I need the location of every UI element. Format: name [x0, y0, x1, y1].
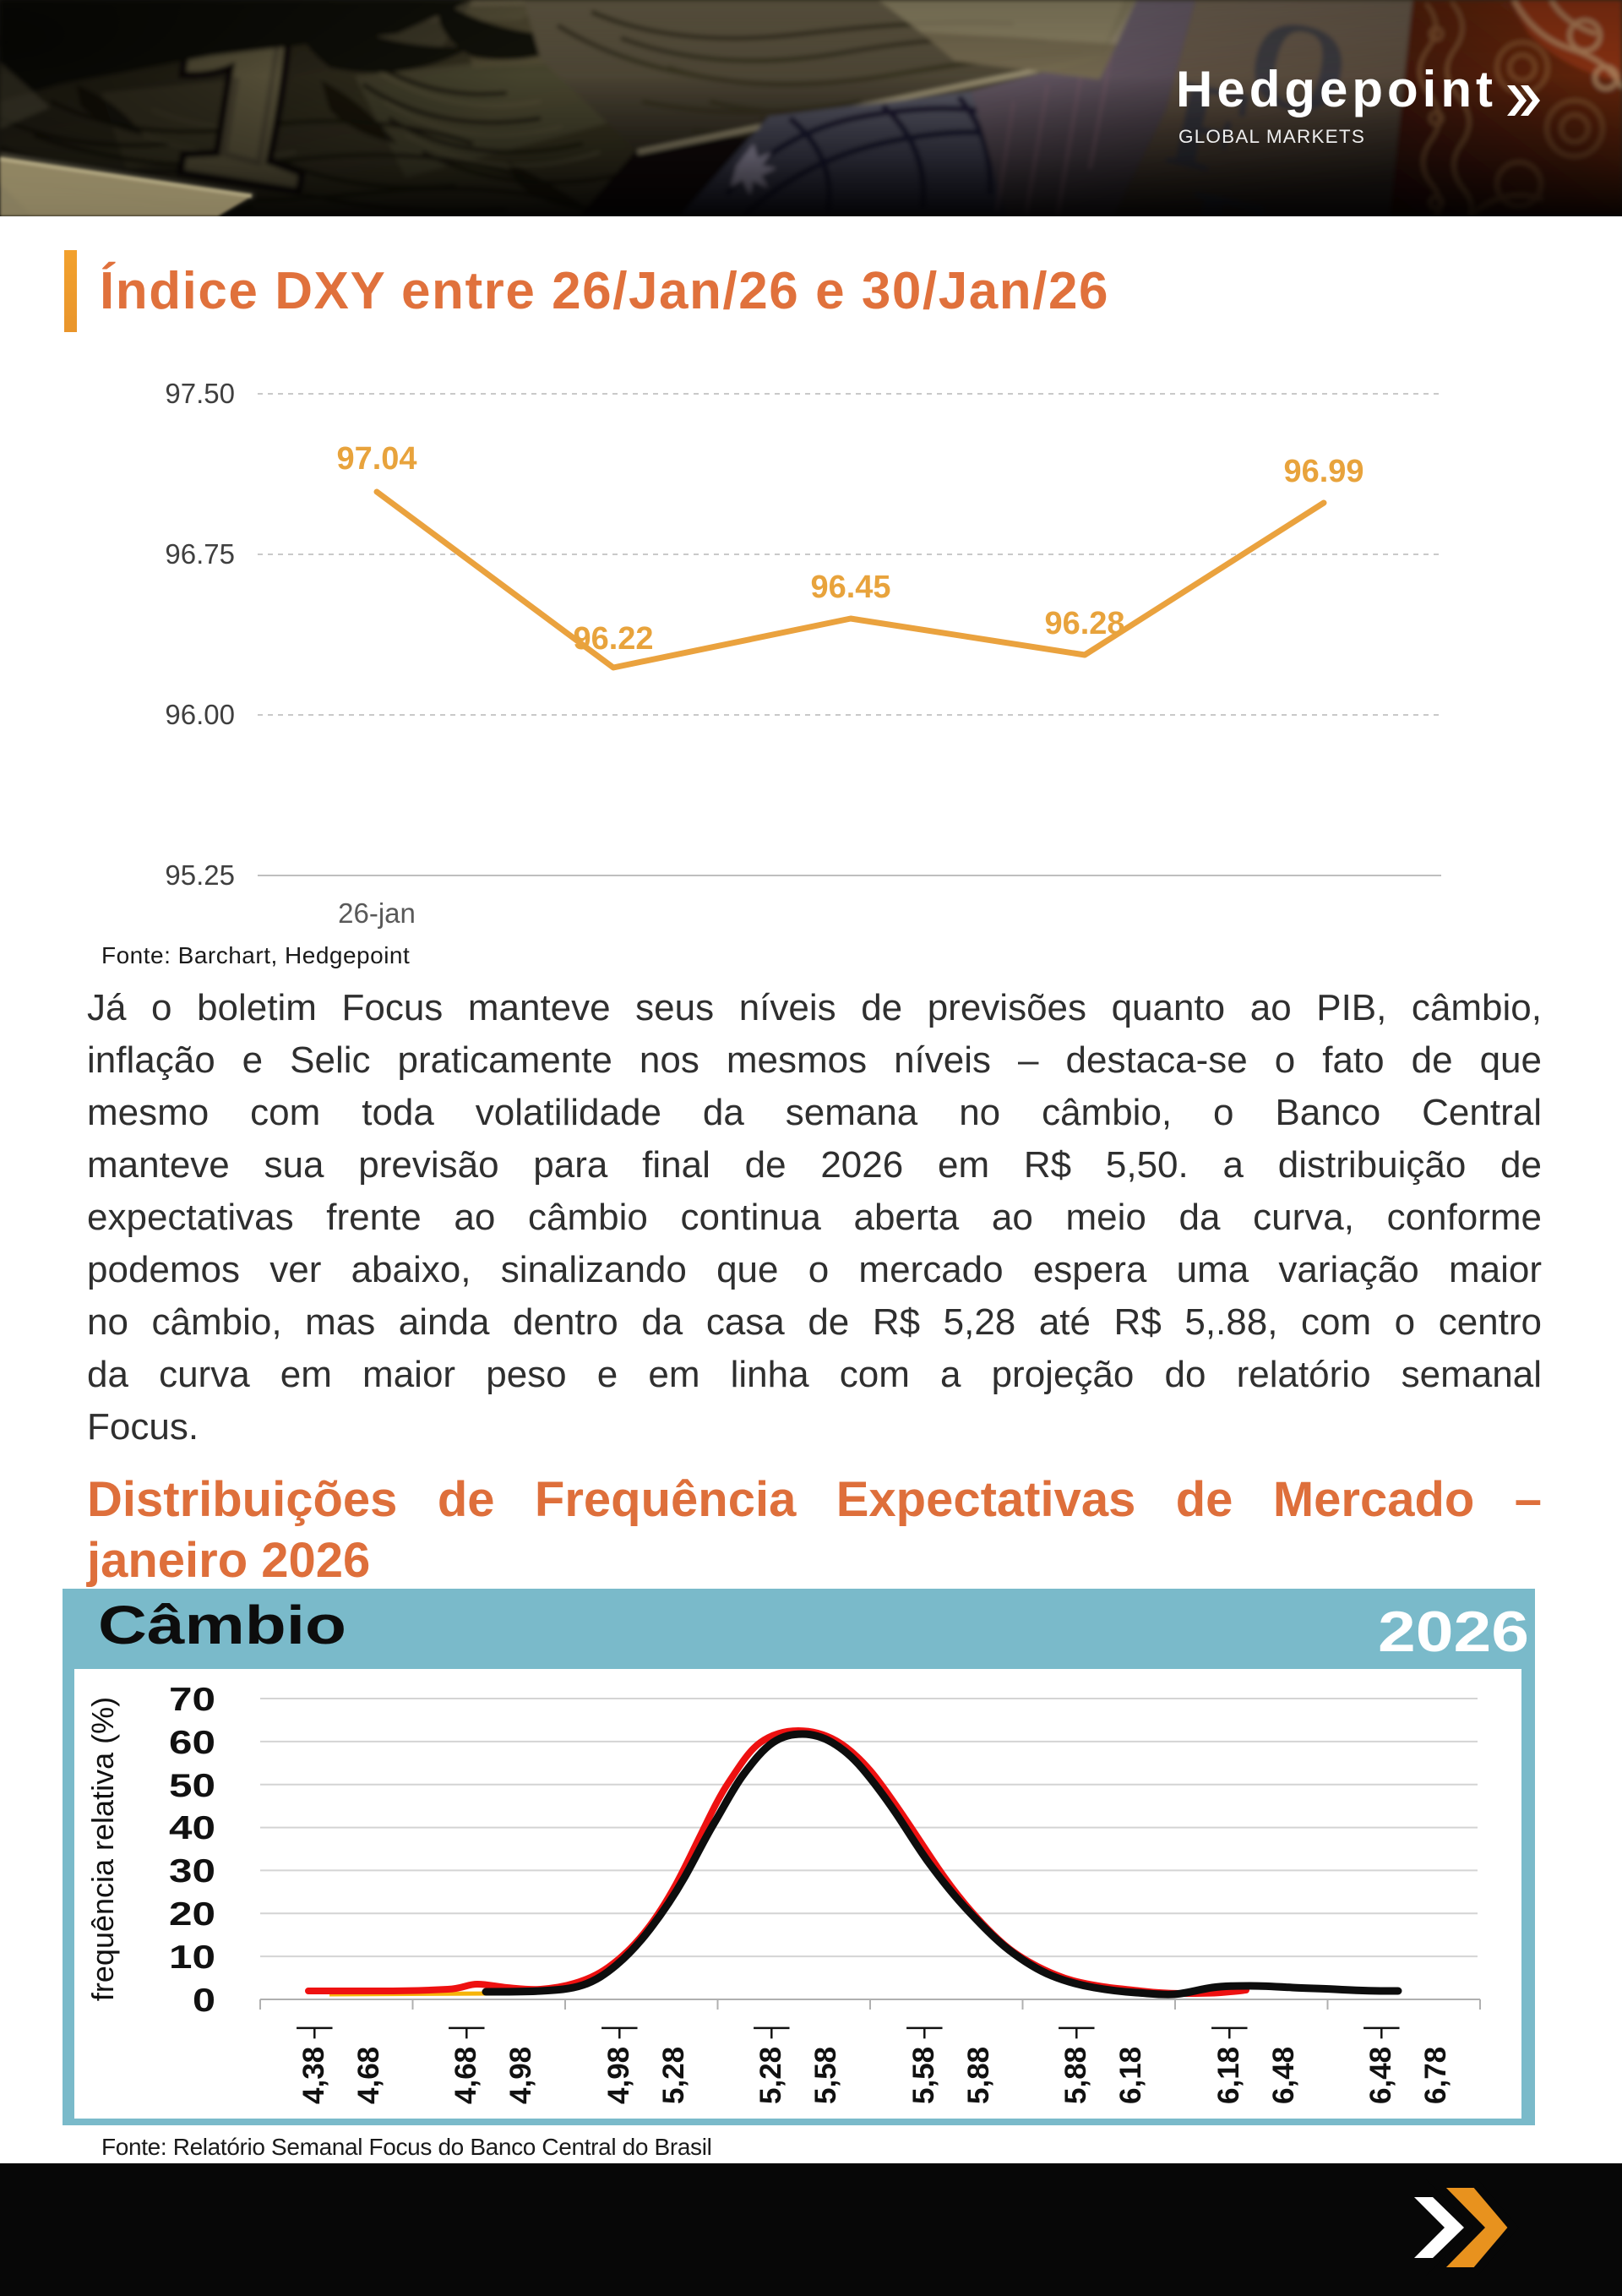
svg-text:96.99: 96.99 [1283, 454, 1363, 489]
svg-text:6,48: 6,48 [1267, 2047, 1300, 2104]
svg-text:4,98 ┤: 4,98 ┤ [601, 2017, 638, 2104]
svg-text:40: 40 [169, 1810, 215, 1846]
svg-text:96.22: 96.22 [573, 621, 653, 657]
svg-text:6,18: 6,18 [1114, 2047, 1147, 2104]
svg-text:96.45: 96.45 [810, 570, 890, 605]
svg-text:60: 60 [169, 1725, 215, 1761]
svg-text:4,68: 4,68 [352, 2047, 385, 2104]
svg-text:4,38 ┤: 4,38 ┤ [297, 2017, 333, 2104]
svg-text:96.28: 96.28 [1044, 606, 1124, 641]
svg-text:6,78: 6,78 [1419, 2047, 1452, 2104]
svg-text:4,68 ┤: 4,68 ┤ [449, 2017, 485, 2104]
svg-text:2026: 2026 [1378, 1600, 1529, 1664]
svg-text:6,48 ┤: 6,48 ┤ [1363, 2017, 1400, 2104]
svg-text:30: 30 [169, 1853, 215, 1890]
svg-text:96.00: 96.00 [165, 699, 235, 730]
svg-text:Câmbio: Câmbio [98, 1595, 346, 1655]
svg-text:10: 10 [169, 1939, 215, 1976]
svg-text:5,58: 5,58 [809, 2047, 842, 2104]
svg-text:5,88 ┤: 5,88 ┤ [1059, 2017, 1095, 2104]
svg-text:5,28: 5,28 [657, 2047, 690, 2104]
svg-text:50: 50 [169, 1768, 215, 1804]
svg-text:4,98: 4,98 [504, 2047, 537, 2104]
svg-text:frequência relativa (%): frequência relativa (%) [85, 1697, 120, 2001]
svg-text:70: 70 [169, 1682, 215, 1718]
svg-text:5,88: 5,88 [962, 2047, 995, 2104]
svg-text:97.50: 97.50 [165, 378, 235, 409]
svg-text:95.25: 95.25 [165, 859, 235, 891]
svg-text:20: 20 [169, 1896, 215, 1933]
svg-text:97.04: 97.04 [336, 441, 416, 477]
svg-text:0: 0 [193, 1982, 215, 2019]
svg-text:5,58 ┤: 5,58 ┤ [906, 2017, 943, 2104]
svg-text:6,18 ┤: 6,18 ┤ [1211, 2017, 1248, 2104]
svg-text:26-jan: 26-jan [338, 897, 416, 929]
svg-text:96.75: 96.75 [165, 538, 235, 570]
svg-text:5,28 ┤: 5,28 ┤ [754, 2017, 790, 2104]
